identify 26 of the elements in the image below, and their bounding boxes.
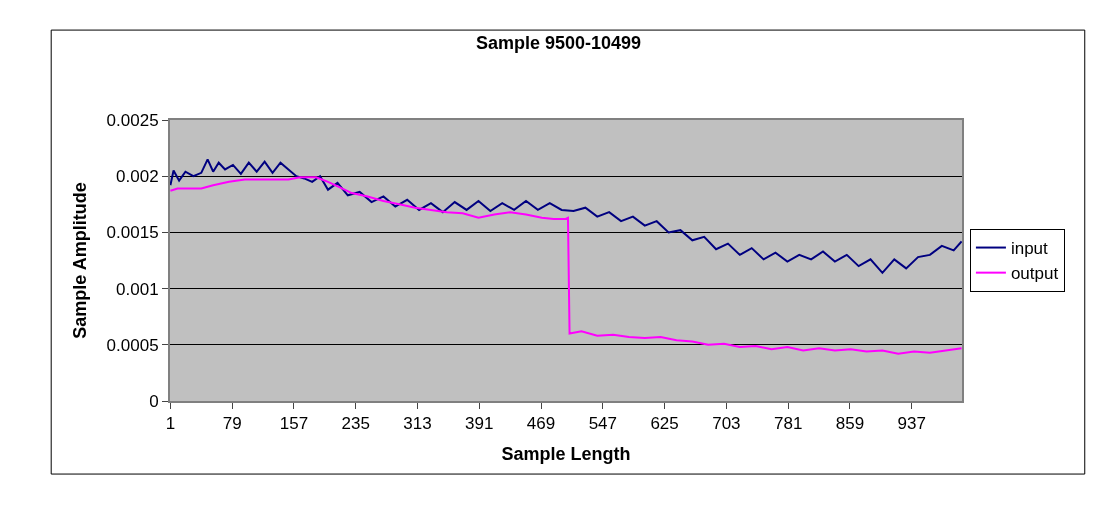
y-tick-label: 0.002: [116, 167, 159, 187]
x-axis-title: Sample Length: [501, 444, 631, 464]
y-tick-label: 0.0005: [106, 335, 159, 355]
y-tick-label: 0.001: [116, 279, 159, 299]
x-tick-label: 937: [897, 414, 926, 434]
x-tick-label: 703: [712, 414, 741, 434]
y-tick-label: 0: [149, 391, 159, 411]
x-tick-label: 235: [341, 414, 370, 434]
y-tick-label: 0.0015: [106, 223, 159, 243]
x-tick-label: 313: [403, 414, 432, 434]
y-tick-label: 0.0025: [106, 110, 159, 130]
x-tick-label: 547: [588, 414, 618, 434]
x-tick-label: 469: [526, 414, 556, 434]
legend-label: input: [1010, 239, 1049, 259]
line-series: [170, 176, 962, 355]
x-tick-label: 391: [465, 414, 494, 434]
x-tick-label: 79: [222, 414, 242, 434]
x-tick-label: 781: [773, 414, 803, 434]
legend-label: output: [1010, 264, 1059, 284]
x-tick-label: 1: [165, 414, 176, 434]
chart-title: Sample 9500-10499: [475, 33, 642, 54]
x-tick-label: 625: [650, 414, 679, 434]
line-series: [170, 158, 962, 274]
y-axis-title: Sample Amplitude: [70, 182, 91, 339]
x-tick-label: 157: [279, 414, 309, 434]
x-tick-label: 859: [835, 414, 865, 434]
